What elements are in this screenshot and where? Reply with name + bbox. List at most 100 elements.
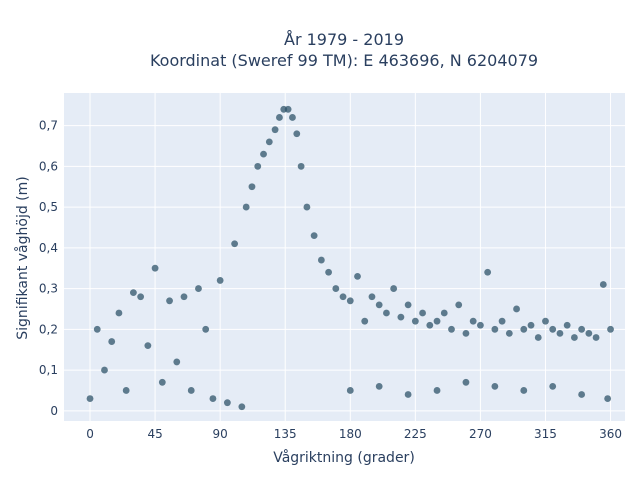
x-axis-title: Vågriktning (grader) <box>273 449 415 466</box>
data-point <box>404 301 412 309</box>
data-point <box>346 387 354 394</box>
data-point <box>166 297 173 305</box>
data-point <box>426 321 434 329</box>
data-point <box>289 114 296 121</box>
data-point <box>433 387 441 394</box>
data-point <box>310 232 318 240</box>
chart-subtitle: Koordinat (Sweref 99 TM): E 463696, N 62… <box>150 51 538 70</box>
data-point <box>276 114 283 121</box>
data-point <box>542 317 549 325</box>
plot-area <box>64 93 625 421</box>
data-point <box>216 277 224 284</box>
data-point <box>130 289 137 297</box>
data-point <box>375 382 383 390</box>
data-point <box>477 321 484 329</box>
data-point <box>223 399 231 407</box>
data-point <box>549 382 557 390</box>
data-point <box>254 162 262 170</box>
data-point <box>271 126 279 134</box>
data-point <box>284 105 292 113</box>
data-point <box>202 325 210 333</box>
data-point <box>151 264 159 272</box>
data-point <box>317 256 325 264</box>
data-point <box>513 305 520 313</box>
y-axis-title: Signifikant våghöjd (m) <box>14 176 31 339</box>
data-point <box>375 301 383 309</box>
data-point <box>534 334 542 341</box>
data-point <box>498 317 506 325</box>
data-point <box>86 395 94 402</box>
data-point <box>346 297 354 305</box>
x-tick-label: 0 <box>86 427 94 441</box>
grid-lines <box>64 93 625 421</box>
data-point <box>303 203 311 211</box>
data-point <box>462 329 470 337</box>
data-point <box>93 325 101 333</box>
data-point <box>173 358 181 366</box>
data-point <box>122 387 130 394</box>
x-tick-label: 90 <box>213 427 228 441</box>
data-point <box>520 387 528 394</box>
data-point <box>354 272 361 280</box>
x-tick-label: 135 <box>274 427 297 441</box>
data-point <box>491 382 499 390</box>
data-point <box>404 391 412 398</box>
data-point <box>180 293 188 301</box>
x-tick-label: 360 <box>599 427 622 441</box>
data-point <box>556 329 564 337</box>
data-point <box>238 403 246 411</box>
y-tick-label: 0,5 <box>39 200 58 214</box>
data-point <box>397 313 405 321</box>
y-tick-label: 0,6 <box>39 159 58 173</box>
data-point <box>260 150 267 158</box>
data-point <box>484 268 492 276</box>
data-point <box>469 317 477 325</box>
y-tick-label: 0,7 <box>39 119 58 133</box>
chart-title: År 1979 - 2019 <box>284 30 404 49</box>
data-point <box>108 338 116 345</box>
data-point <box>505 329 513 337</box>
data-point <box>455 301 463 309</box>
data-points <box>86 105 614 411</box>
y-tick-labels: 0 0,1 0,2 0,3 0,4 0,5 0,6 0,7 <box>39 119 58 418</box>
data-point <box>187 387 195 394</box>
data-point <box>563 321 571 329</box>
data-point <box>231 240 239 248</box>
data-point <box>137 293 145 301</box>
data-point <box>368 293 376 301</box>
data-point <box>115 309 123 317</box>
data-point <box>433 317 441 325</box>
x-tick-label: 45 <box>147 427 162 441</box>
data-point <box>242 203 250 211</box>
data-point <box>527 321 535 329</box>
data-point <box>383 309 390 317</box>
data-point <box>265 138 273 146</box>
data-point <box>549 325 557 333</box>
data-point <box>390 285 398 292</box>
data-point <box>578 325 586 333</box>
data-point <box>520 325 528 333</box>
data-point <box>101 366 108 374</box>
y-tick-label: 0,4 <box>39 241 58 255</box>
data-point <box>297 162 305 170</box>
data-point <box>585 329 593 337</box>
data-point <box>462 378 470 386</box>
data-point <box>158 378 166 386</box>
data-point <box>578 391 586 398</box>
data-point <box>293 130 301 138</box>
x-tick-label: 225 <box>404 427 427 441</box>
data-point <box>599 281 607 288</box>
x-tick-labels: 0 45 90 135 180 225 270 315 360 <box>86 427 622 441</box>
data-point <box>325 268 332 276</box>
data-point <box>419 309 426 317</box>
data-point <box>339 293 347 301</box>
x-tick-label: 315 <box>534 427 557 441</box>
data-point <box>440 309 448 317</box>
data-point <box>195 285 202 292</box>
data-point <box>448 325 455 333</box>
y-tick-label: 0 <box>50 404 58 418</box>
y-tick-label: 0,3 <box>39 282 58 296</box>
data-point <box>209 395 217 402</box>
data-point <box>144 342 152 350</box>
